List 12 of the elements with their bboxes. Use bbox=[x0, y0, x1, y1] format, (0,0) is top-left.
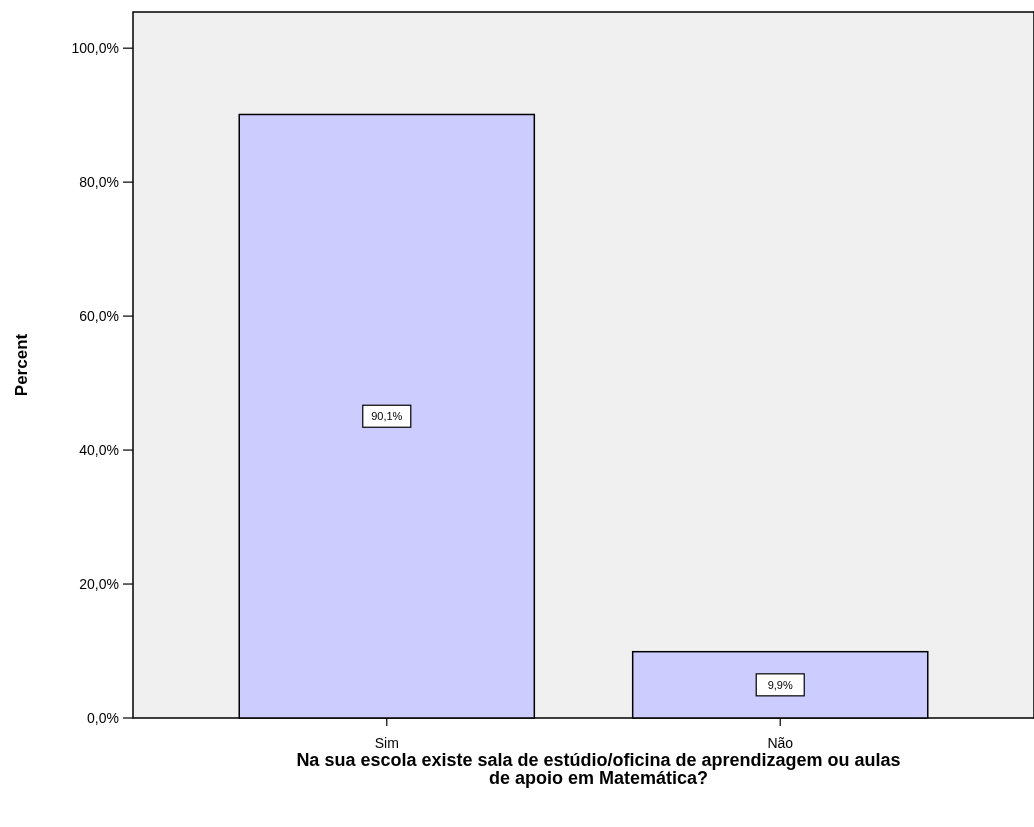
x-axis-title: Na sua escola existe sala de estúdio/oficina de aprendizagem ou aulas de apoio em Matemática? bbox=[296, 750, 901, 788]
y-tick-label: 40,0% bbox=[79, 442, 119, 459]
x-tick-label: Não bbox=[767, 735, 794, 751]
y-tick-label: 80,0% bbox=[79, 174, 119, 191]
y-tick-label: 100,0% bbox=[71, 40, 119, 57]
y-tick-label: 20,0% bbox=[79, 576, 119, 593]
data-label: 90,1% bbox=[371, 410, 403, 423]
y-tick-label: 60,0% bbox=[79, 308, 119, 325]
y-axis-title: Percent bbox=[12, 333, 31, 397]
y-tick-label: 0,0% bbox=[87, 710, 119, 726]
x-tick-label: Sim bbox=[374, 735, 399, 751]
data-label: 9,9% bbox=[767, 678, 793, 691]
